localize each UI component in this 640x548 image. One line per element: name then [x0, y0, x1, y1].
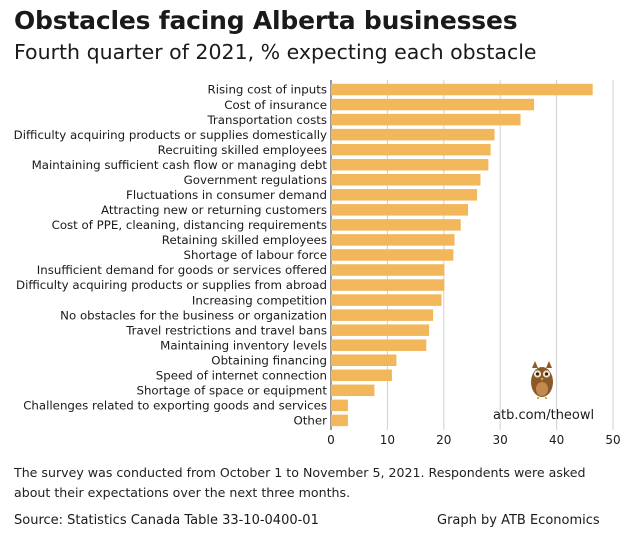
bar [331, 279, 445, 291]
bars [331, 83, 593, 427]
bar [331, 204, 469, 216]
category-label: Speed of internet connection [156, 368, 327, 382]
category-label: Insufficient demand for goods or service… [37, 263, 327, 277]
bar [331, 324, 430, 336]
x-axis-ticks: 0 10 20 30 40 50 [327, 433, 620, 447]
bar [331, 219, 461, 231]
bar [331, 414, 348, 427]
bar [331, 309, 434, 321]
chart-title: Obstacles facing Alberta businesses [14, 6, 518, 35]
bar [331, 294, 442, 306]
category-label: Attracting new or returning customers [101, 203, 327, 217]
watermark-url: atb.com/theowl [493, 408, 594, 423]
credit-text: Graph by ATB Economics [437, 513, 600, 528]
bar [331, 354, 397, 366]
category-label: Maintaining sufficient cash flow or mana… [32, 158, 328, 172]
x-tick-label: 0 [327, 433, 335, 447]
bar [331, 174, 481, 186]
survey-note: The survey was conducted from October 1 … [14, 465, 586, 500]
bar [331, 83, 593, 96]
bar [331, 369, 392, 382]
category-label: Fluctuations in consumer demand [126, 188, 327, 202]
x-tick-label: 10 [380, 433, 395, 447]
category-label: Cost of PPE, cleaning, distancing requir… [52, 218, 327, 232]
category-label: Travel restrictions and travel bans [125, 323, 327, 337]
category-label: Shortage of labour force [184, 248, 328, 262]
bar [331, 399, 348, 412]
bar [331, 128, 495, 141]
owl-logo-icon [531, 361, 553, 399]
bar [331, 339, 427, 351]
bar [331, 234, 455, 246]
category-label: Increasing competition [192, 293, 327, 307]
category-label: Difficulty acquiring products or supplie… [16, 278, 327, 292]
category-label: Challenges related to exporting goods an… [23, 399, 327, 413]
category-label: Rising cost of inputs [208, 83, 327, 97]
x-tick-label: 30 [493, 433, 508, 447]
bar [331, 113, 521, 126]
category-label: Maintaining inventory levels [160, 338, 327, 352]
category-label: Shortage of space or equipment [136, 384, 327, 398]
x-tick-label: 50 [605, 433, 620, 447]
bar [331, 143, 491, 156]
category-label: Obtaining financing [211, 353, 327, 367]
category-label: Transportation costs [206, 113, 327, 127]
category-label: Retaining skilled employees [162, 233, 327, 247]
source-text: Source: Statistics Canada Table 33-10-04… [14, 513, 319, 528]
x-tick-label: 20 [436, 433, 451, 447]
bar [331, 264, 445, 276]
bar [331, 98, 535, 111]
category-label: Recruiting skilled employees [158, 143, 327, 157]
bar [331, 189, 478, 201]
bar [331, 384, 375, 397]
bar [331, 158, 489, 171]
category-label: No obstacles for the business or organiz… [60, 308, 327, 322]
chart-subtitle: Fourth quarter of 2021, % expecting each… [14, 40, 537, 64]
bar [331, 249, 454, 261]
category-label: Other [294, 414, 328, 428]
category-label: Cost of insurance [224, 98, 327, 112]
category-label: Difficulty acquiring products or supplie… [14, 128, 327, 142]
x-tick-label: 40 [549, 433, 564, 447]
category-label: Government regulations [184, 173, 327, 187]
